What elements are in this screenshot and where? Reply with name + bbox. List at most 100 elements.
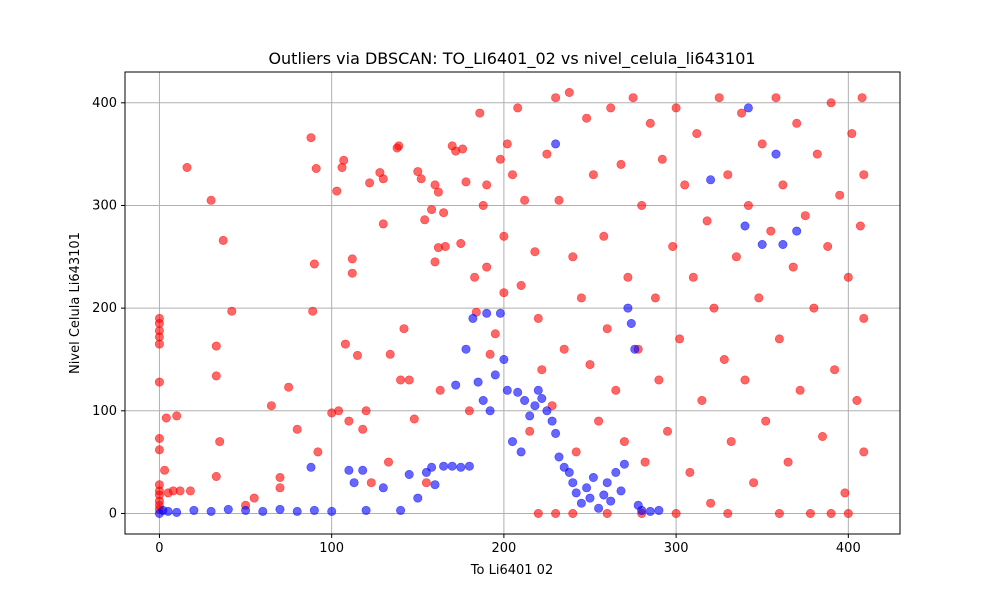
y-tick-label: 400 xyxy=(92,96,117,111)
data-point xyxy=(306,133,316,143)
data-point xyxy=(482,262,492,272)
data-point xyxy=(859,447,869,457)
data-point xyxy=(582,113,592,123)
data-point xyxy=(516,447,526,457)
data-point xyxy=(576,293,586,303)
data-point xyxy=(826,508,836,518)
data-point xyxy=(352,350,362,360)
data-point xyxy=(394,141,404,151)
data-point xyxy=(554,452,564,462)
data-point xyxy=(404,375,414,385)
data-point xyxy=(211,471,221,481)
data-point xyxy=(513,103,523,113)
data-point xyxy=(568,508,578,518)
data-point xyxy=(249,493,259,503)
data-point xyxy=(478,201,488,211)
data-point xyxy=(211,341,221,351)
data-point xyxy=(626,318,636,328)
data-point xyxy=(513,387,523,397)
data-point xyxy=(468,313,478,323)
data-point xyxy=(327,506,337,516)
data-point xyxy=(737,108,747,118)
data-point xyxy=(602,324,612,334)
data-point xyxy=(378,174,388,184)
data-point xyxy=(692,129,702,139)
data-point xyxy=(771,149,781,159)
data-point xyxy=(726,437,736,447)
data-point xyxy=(568,478,578,488)
data-point xyxy=(439,208,449,218)
data-point xyxy=(215,437,225,447)
data-point xyxy=(588,170,598,180)
data-point xyxy=(551,508,561,518)
data-point xyxy=(709,303,719,313)
data-point xyxy=(542,149,552,159)
data-point xyxy=(606,103,616,113)
data-point xyxy=(458,144,468,154)
data-point xyxy=(502,139,512,149)
data-point xyxy=(637,201,647,211)
data-point xyxy=(413,167,423,177)
data-point xyxy=(334,406,344,416)
data-point xyxy=(743,103,753,113)
data-point xyxy=(308,306,318,316)
axis-ticks: 0 100 200 300 400 0 100 200 300 400 xyxy=(92,96,861,556)
data-point xyxy=(490,329,500,339)
data-point xyxy=(383,457,393,467)
data-point xyxy=(654,375,664,385)
data-point xyxy=(520,395,530,405)
data-point xyxy=(757,139,767,149)
data-point xyxy=(475,108,485,118)
data-point xyxy=(456,462,466,472)
data-point xyxy=(258,506,268,516)
data-point xyxy=(154,433,164,443)
data-point xyxy=(723,508,733,518)
data-point xyxy=(823,242,833,252)
data-point xyxy=(857,93,867,103)
data-point xyxy=(309,505,319,515)
data-point xyxy=(855,221,865,231)
data-point xyxy=(731,252,741,262)
data-point xyxy=(482,308,492,318)
data-point xyxy=(757,240,767,250)
data-point xyxy=(859,170,869,180)
data-point xyxy=(421,478,431,488)
data-point xyxy=(778,180,788,190)
data-point xyxy=(623,272,633,282)
data-point xyxy=(485,406,495,416)
data-point xyxy=(464,406,474,416)
data-point xyxy=(347,268,357,278)
data-point xyxy=(616,159,626,169)
data-point xyxy=(172,411,182,421)
data-point xyxy=(227,306,237,316)
data-point xyxy=(817,431,827,441)
data-point xyxy=(533,313,543,323)
data-point xyxy=(611,385,621,395)
data-point xyxy=(619,459,629,469)
data-point xyxy=(473,377,483,387)
data-point xyxy=(812,149,822,159)
y-tick-label: 200 xyxy=(92,301,117,316)
data-point xyxy=(507,437,517,447)
data-point xyxy=(161,413,171,423)
data-point xyxy=(668,242,678,252)
data-point xyxy=(594,503,604,513)
data-point xyxy=(675,334,685,344)
x-tick-label: 200 xyxy=(491,541,516,556)
data-point xyxy=(340,339,350,349)
data-point xyxy=(490,370,500,380)
y-tick-label: 100 xyxy=(92,404,117,419)
data-point xyxy=(430,480,440,490)
data-point xyxy=(358,465,368,475)
data-point xyxy=(332,186,342,196)
data-point xyxy=(433,187,443,197)
data-point xyxy=(588,472,598,482)
data-point xyxy=(840,488,850,498)
data-point xyxy=(292,424,302,434)
data-point xyxy=(275,504,285,514)
data-point xyxy=(774,508,784,518)
data-point xyxy=(461,177,471,187)
data-point xyxy=(309,259,319,269)
data-point xyxy=(470,272,480,282)
data-point xyxy=(650,293,660,303)
